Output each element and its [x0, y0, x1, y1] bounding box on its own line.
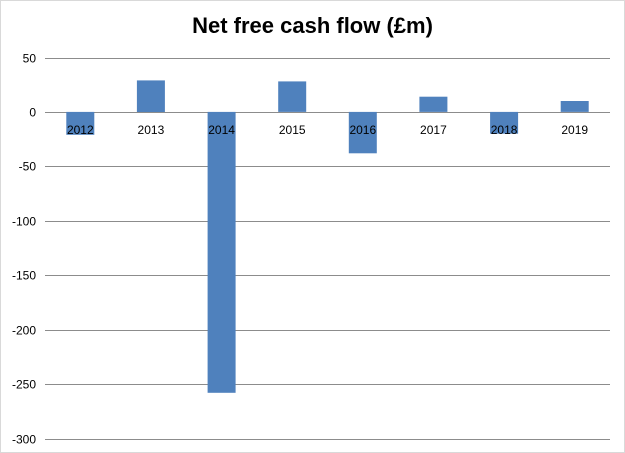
y-tick-label: -300	[12, 433, 36, 447]
bar-2019	[560, 101, 589, 112]
y-tick-label: -250	[12, 378, 36, 392]
bars	[66, 80, 589, 393]
x-category-label: 2019	[561, 123, 588, 137]
x-category-label: 2016	[349, 123, 376, 137]
x-category-label: 2018	[491, 123, 518, 137]
x-axis-category-labels: 2012 2013 2014 2015 2016 2017 2018 2019	[67, 123, 588, 137]
bar-2014	[207, 111, 236, 393]
bar-2018	[490, 111, 519, 134]
x-category-label: 2017	[420, 123, 447, 137]
bar-2015	[278, 81, 307, 112]
y-tick-label: 0	[29, 106, 36, 120]
y-axis-tick-labels: 50 0 -50 -100 -150 -200 -250 -300	[12, 52, 36, 447]
y-tick-label: -150	[12, 269, 36, 283]
y-tick-label: -200	[12, 324, 36, 338]
x-category-label: 2013	[138, 123, 165, 137]
gridlines	[45, 58, 610, 440]
x-category-label: 2012	[67, 123, 94, 137]
bar-2012	[66, 111, 95, 135]
y-tick-label: -100	[12, 215, 36, 229]
x-category-label: 2015	[279, 123, 306, 137]
x-category-label: 2014	[208, 123, 235, 137]
y-tick-label: -50	[19, 160, 37, 174]
chart-title: Net free cash flow (£m)	[192, 13, 433, 38]
bar-2016	[348, 111, 377, 154]
bar-2017	[419, 96, 448, 112]
y-tick-label: 50	[23, 52, 37, 66]
bar-2013	[136, 80, 165, 112]
